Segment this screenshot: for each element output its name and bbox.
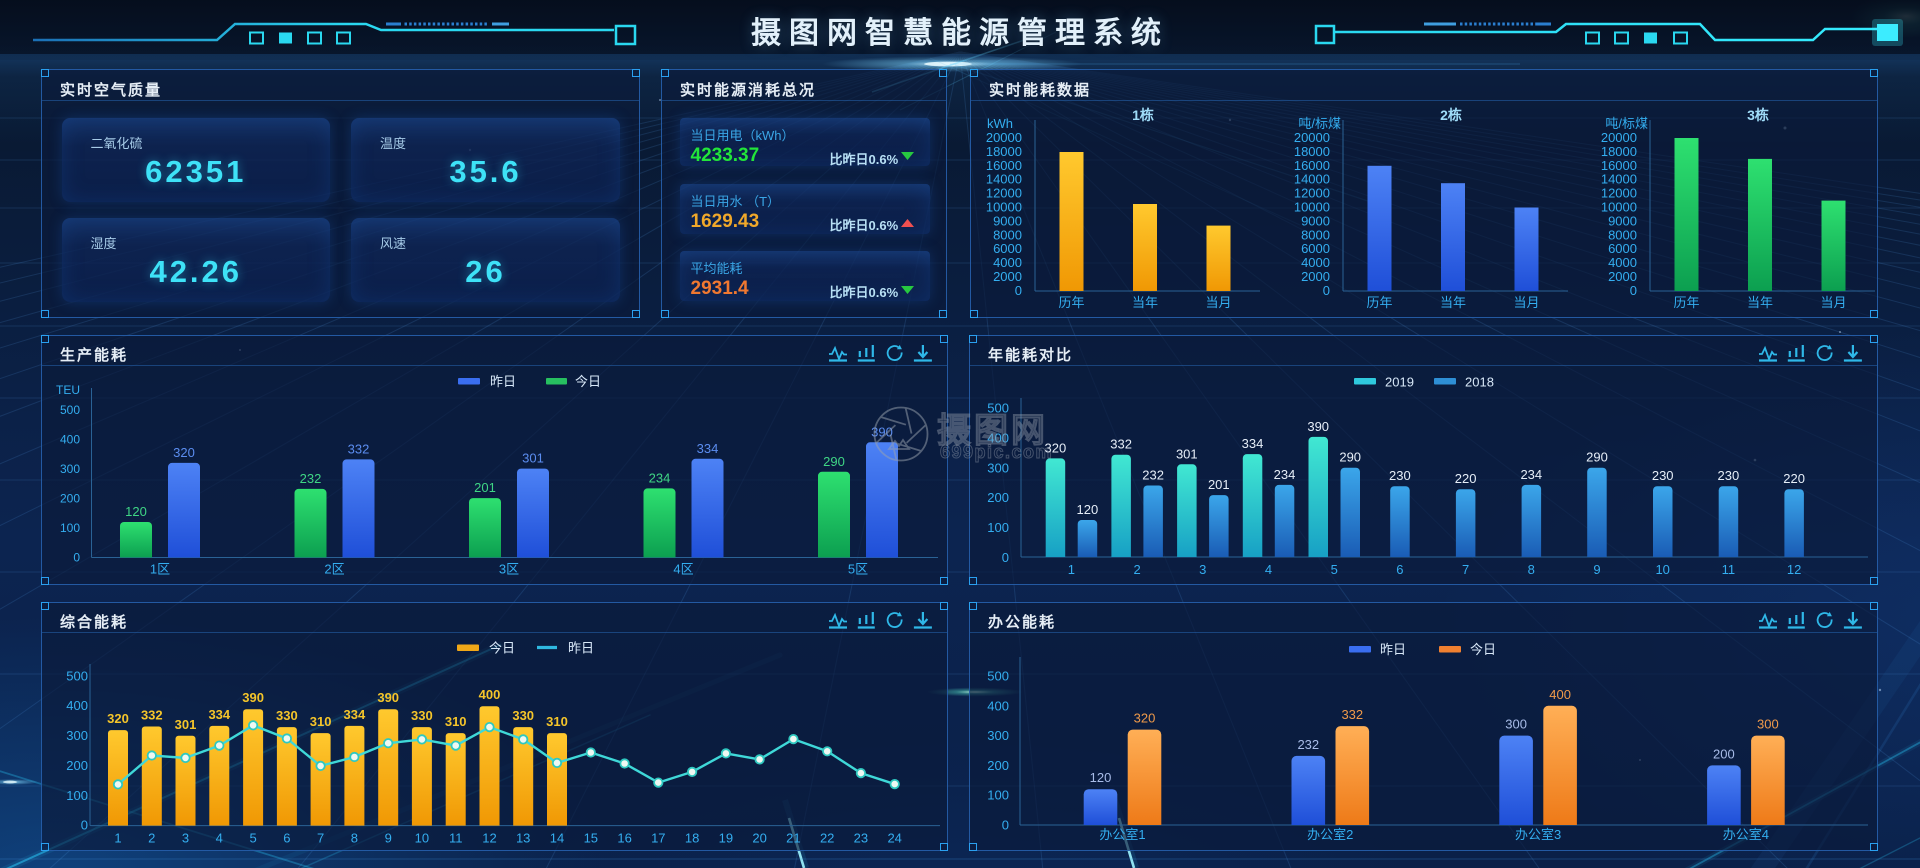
svg-text:699pic.com: 699pic.com xyxy=(940,442,1053,462)
svg-text:摄图网: 摄图网 xyxy=(937,412,1048,450)
